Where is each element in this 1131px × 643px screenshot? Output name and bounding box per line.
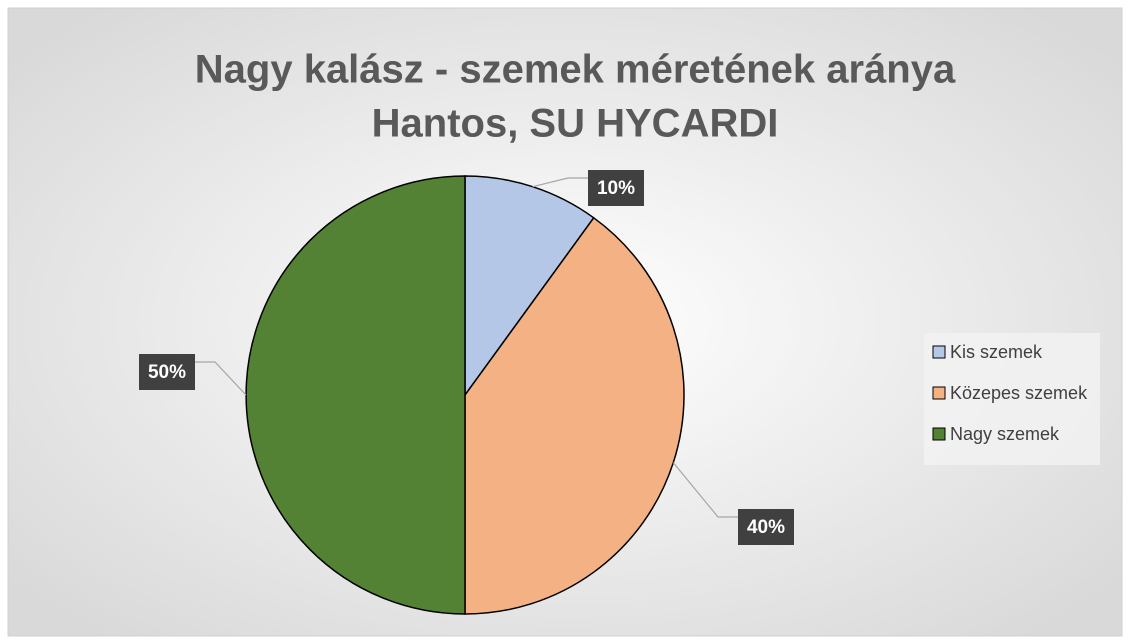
- data-label-box: [588, 170, 644, 206]
- pie-slice: [464, 175, 595, 398]
- pie-slice: [464, 216, 685, 615]
- data-label-box: [738, 509, 794, 545]
- leader-line: [532, 177, 588, 188]
- legend-label: Közepes szemek: [950, 383, 1088, 403]
- data-label: 40%: [747, 517, 785, 538]
- legend-swatch: [932, 427, 946, 441]
- legend-swatch: [932, 345, 946, 359]
- legend-label: Nagy szemek: [950, 424, 1060, 444]
- data-label-box: [139, 354, 195, 390]
- legend-label: Kis szemek: [950, 342, 1043, 362]
- legend-box: [924, 333, 1100, 465]
- chart-title: Nagy kalász - szemek méretének aránya: [195, 48, 956, 92]
- data-label: 10%: [597, 178, 635, 199]
- chart-subtitle: Hantos, SU HYCARDI: [372, 102, 779, 146]
- legend-swatch: [932, 386, 946, 400]
- leader-line: [195, 361, 247, 396]
- leader-line: [672, 462, 738, 518]
- data-label: 50%: [148, 362, 186, 383]
